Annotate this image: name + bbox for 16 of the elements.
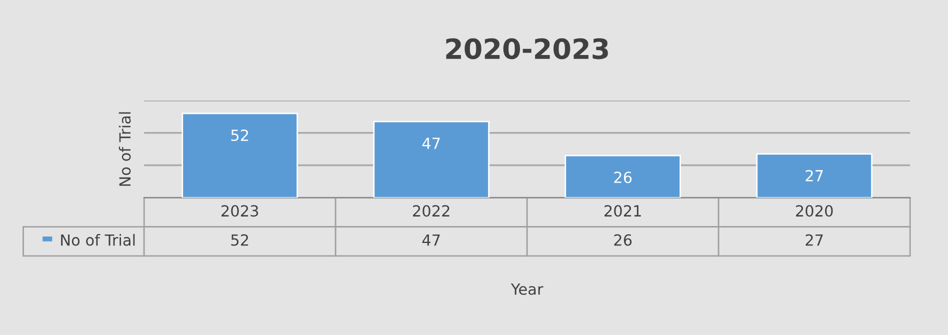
text: 47 — [422, 234, 440, 246]
data-label: 27 — [806, 170, 823, 182]
text: 52 — [231, 234, 248, 246]
y-axis-title: No of Trial — [118, 112, 131, 186]
data-label: 52 — [231, 129, 248, 142]
text: 27 — [806, 234, 823, 246]
x-tick-label: 2020 — [796, 205, 833, 217]
data-label: 26 — [614, 172, 632, 184]
x-axis-title: Year — [510, 284, 544, 295]
x-tick-label: 2021 — [604, 205, 641, 217]
data-label: 47 — [422, 138, 440, 149]
legend-label: No of Trial — [61, 234, 135, 246]
x-tick-label: 2023 — [222, 205, 258, 217]
chart-title: 2020-2023 — [446, 38, 608, 60]
text: 26 — [614, 234, 632, 246]
x-tick-label: 2022 — [413, 205, 450, 217]
